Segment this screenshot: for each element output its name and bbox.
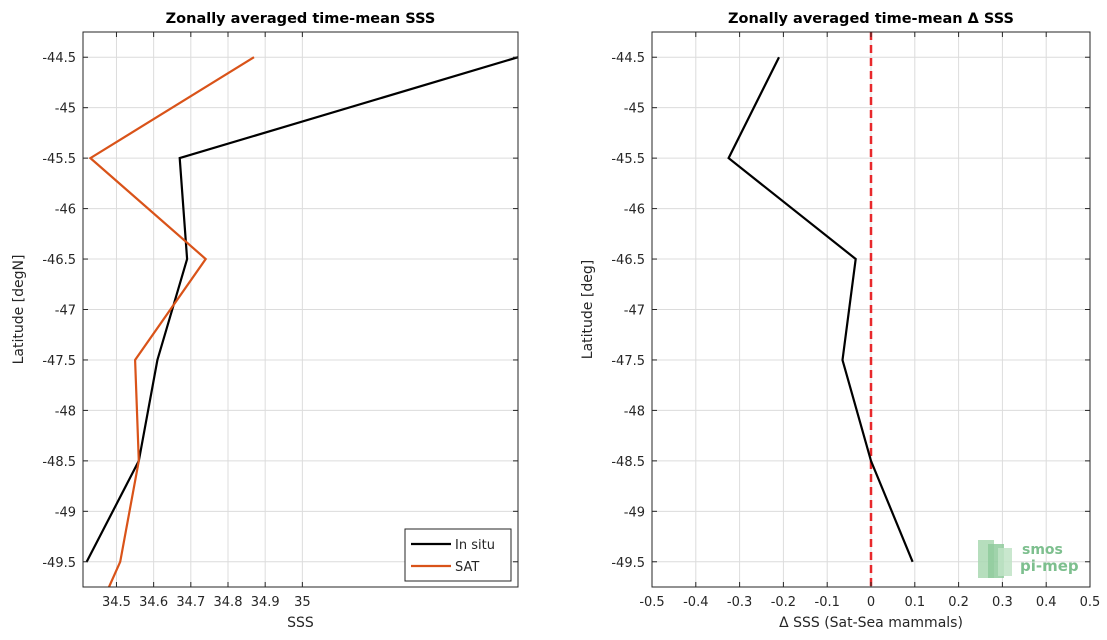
- y-tick-label: -48: [624, 404, 645, 419]
- y-tick-label: -47: [55, 304, 76, 319]
- logo-text-pimep: pi-mep: [1020, 557, 1079, 575]
- y-tick-label: -47: [624, 304, 645, 319]
- x-tick-label: 34.6: [139, 595, 168, 610]
- x-tick-label: 0.3: [992, 595, 1013, 610]
- x-tick-label: 34.8: [214, 595, 243, 610]
- y-tick-label: -49.5: [42, 556, 76, 571]
- y-axis-label: Latitude [deg]: [580, 260, 596, 359]
- y-tick-label: -48.5: [611, 455, 645, 470]
- y-tick-label: -44.5: [611, 51, 645, 66]
- x-tick-label: -0.1: [815, 595, 840, 610]
- series-line-in-situ: [85, 56, 518, 563]
- y-tick-label: -45: [55, 102, 76, 117]
- y-tick-label: -49.5: [611, 556, 645, 571]
- y-tick-label: -46: [624, 203, 645, 218]
- chart-title: Zonally averaged time-mean SSS: [166, 11, 436, 27]
- y-tick-label: -45.5: [42, 152, 76, 167]
- x-tick-label: 34.7: [176, 595, 205, 610]
- y-tick-label: -46.5: [42, 253, 76, 268]
- logo-text-smos: smos: [1022, 542, 1063, 558]
- x-tick-label: 0.5: [1080, 595, 1101, 610]
- y-tick-label: -46.5: [611, 253, 645, 268]
- y-tick-label: -46: [55, 203, 76, 218]
- x-tick-label: 34.9: [251, 595, 280, 610]
- y-tick-label: -47.5: [611, 354, 645, 369]
- smos-pi-mep-logo: smos pi-mep: [978, 540, 1079, 578]
- x-tick-label: 35: [294, 595, 311, 610]
- y-tick-label: -48.5: [42, 455, 76, 470]
- logo-mark: [998, 548, 1012, 576]
- x-axis-label: SSS: [287, 615, 314, 631]
- y-tick-label: -47.5: [42, 354, 76, 369]
- y-tick-label: -45: [624, 102, 645, 117]
- y-tick-label: -48: [55, 404, 76, 419]
- y-tick-label: -49: [624, 505, 645, 520]
- chart-title: Zonally averaged time-mean Δ SSS: [728, 11, 1014, 27]
- y-axis-label: Latitude [degN]: [11, 255, 27, 365]
- left-panel: 34.5 34.6 34.7 34.8 34.9 35 -44.5 -45 -45.5 -46 -4…: [11, 11, 519, 631]
- y-tick-label: -44.5: [42, 51, 76, 66]
- x-tick-label: 0: [867, 595, 875, 610]
- x-tick-label: 0.2: [948, 595, 969, 610]
- x-tick-label: -0.2: [771, 595, 796, 610]
- legend-box: [404, 528, 512, 582]
- x-tick-label: -0.5: [639, 595, 664, 610]
- legend: In situ SAT: [404, 528, 512, 582]
- legend-label: SAT: [455, 560, 479, 575]
- y-tick-label: -45.5: [611, 152, 645, 167]
- x-tick-label: 34.5: [102, 595, 131, 610]
- x-tick-label: -0.3: [727, 595, 752, 610]
- x-axis-label: Δ SSS (Sat-Sea mammals): [779, 615, 963, 631]
- x-tick-label: -0.4: [683, 595, 708, 610]
- y-tick-label: -49: [55, 505, 76, 520]
- x-tick-label: 0.1: [904, 595, 925, 610]
- legend-label: In situ: [455, 538, 495, 553]
- series-line-delta-sss: [727, 56, 914, 563]
- right-panel: -0.5 -0.4 -0.3 -0.2 -0.1 0 0.1 0.2 0.3 0.4 0.5 -44.…: [580, 11, 1100, 631]
- x-tick-label: 0.4: [1036, 595, 1057, 610]
- series-line-sat: [88, 56, 255, 587]
